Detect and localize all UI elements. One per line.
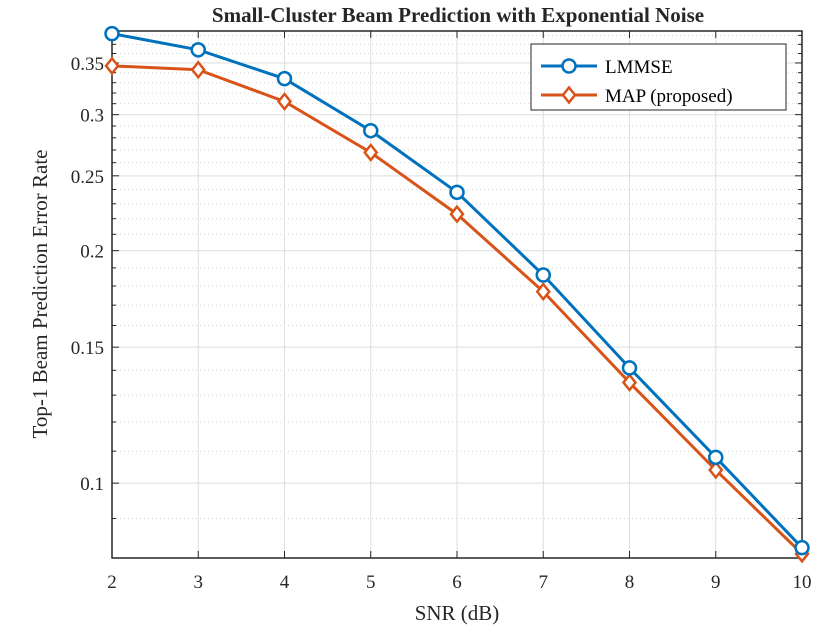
y-axis-label: Top-1 Beam Prediction Error Rate xyxy=(28,150,52,439)
x-tick-label: 6 xyxy=(452,572,462,593)
x-tick-label: 10 xyxy=(793,572,812,593)
data-point-marker xyxy=(104,25,120,42)
data-point-marker xyxy=(104,56,120,76)
data-point-marker xyxy=(621,360,638,376)
legend-swatch-marker xyxy=(561,85,577,105)
chart-title: Small-Cluster Beam Prediction with Expon… xyxy=(212,3,704,27)
data-point-marker xyxy=(276,92,293,112)
data-point-marker xyxy=(794,539,810,556)
data-point-marker xyxy=(276,70,293,87)
series-map xyxy=(104,56,810,564)
data-point-marker xyxy=(535,282,551,302)
data-point-marker xyxy=(449,184,465,201)
y-tick-label: 0.3 xyxy=(80,106,104,127)
legend-box xyxy=(530,43,787,111)
y-tick-label: 0.1 xyxy=(80,474,104,495)
legend-label: LMMSE xyxy=(605,57,673,78)
x-tick-label: 9 xyxy=(711,572,721,593)
data-point-marker xyxy=(535,267,551,283)
x-axis-label: SNR (dB) xyxy=(415,601,500,625)
data-point-marker xyxy=(708,449,724,466)
legend-entry: LMMSE xyxy=(541,57,673,78)
y-tick-label: 0.2 xyxy=(80,242,104,263)
series-layer xyxy=(104,25,810,564)
x-tick-label: 3 xyxy=(194,572,204,593)
legend-swatch-marker xyxy=(561,58,577,74)
data-point-marker xyxy=(449,204,465,224)
x-tick-labels: 2 3 4 5 6 7 8 9 10 xyxy=(107,572,811,593)
data-point-marker xyxy=(363,143,379,163)
legend-entry: MAP (proposed) xyxy=(541,85,733,107)
legend-label: MAP (proposed) xyxy=(605,86,733,107)
y-tick-label: 0.35 xyxy=(71,54,104,75)
data-point-marker xyxy=(708,460,724,480)
data-point-marker xyxy=(621,372,638,392)
y-tick-label: 0.25 xyxy=(71,167,104,188)
x-tick-label: 7 xyxy=(539,572,549,593)
data-point-marker xyxy=(190,42,206,58)
x-tick-label: 2 xyxy=(107,572,117,593)
legend: LMMSE MAP (proposed) xyxy=(530,43,787,111)
series-lmmse xyxy=(104,25,810,556)
x-tick-label: 8 xyxy=(625,572,635,593)
data-point-marker xyxy=(190,60,206,80)
y-tick-label: 0.15 xyxy=(71,338,104,359)
x-tick-label: 4 xyxy=(280,572,290,593)
x-tick-label: 5 xyxy=(366,572,376,593)
data-point-marker xyxy=(363,122,379,139)
y-tick-labels: 0.1 0.15 0.2 0.25 0.3 0.35 xyxy=(71,54,104,495)
